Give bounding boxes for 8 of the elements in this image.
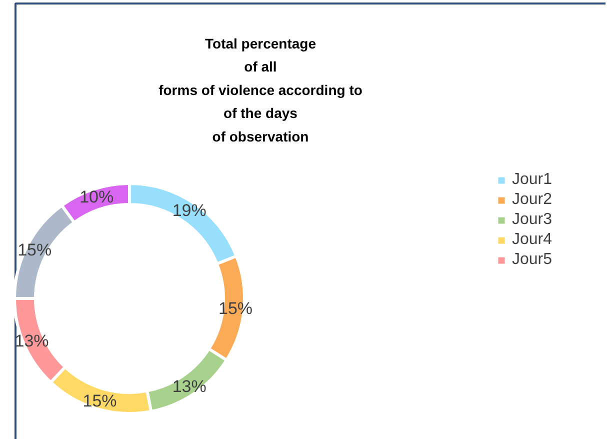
legend-label: Jour5 [512,251,552,269]
legend-label: Jour3 [512,211,552,229]
legend-label: Jour4 [512,231,552,249]
legend-label: Jour1 [512,171,552,189]
data-label: 10% [80,188,114,207]
legend-label: Jour2 [512,191,552,209]
chart-title: Total percentage of all forms of violence according to of the days of observation [158,36,362,144]
data-label: 15% [82,391,117,410]
